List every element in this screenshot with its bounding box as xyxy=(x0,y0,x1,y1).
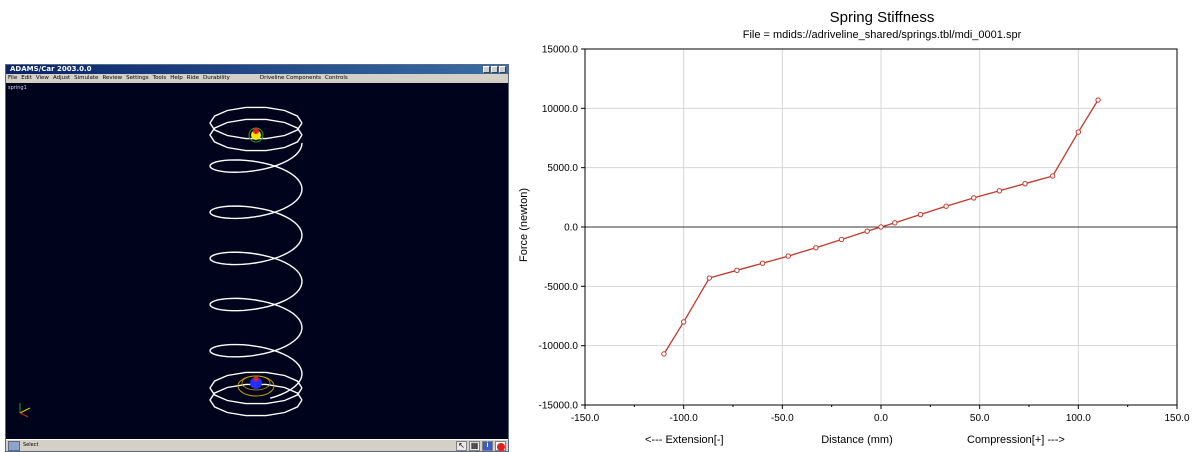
x-tick-label: -150.0 xyxy=(571,413,600,424)
status-toolbar: ↖ ▦ i xyxy=(456,441,506,451)
data-point xyxy=(1095,97,1101,103)
data-point xyxy=(864,228,870,234)
data-point xyxy=(734,267,740,274)
chart-subtitle: File = mdids://adriveline_shared/springs… xyxy=(743,29,1022,41)
x-tick-label: 100.0 xyxy=(1066,413,1091,424)
data-point xyxy=(706,275,713,281)
menu-view[interactable]: View xyxy=(35,75,49,81)
close-button[interactable] xyxy=(499,66,506,73)
data-point xyxy=(1049,173,1056,179)
spring-model xyxy=(19,106,303,418)
menu-file[interactable]: File xyxy=(8,75,18,81)
data-point xyxy=(785,253,791,259)
x-tick-label: 50.0 xyxy=(970,413,990,424)
y-tick-label: -15000.0 xyxy=(539,401,579,412)
data-point xyxy=(680,319,687,325)
bottom-spring-seat xyxy=(237,375,275,397)
data-point xyxy=(759,260,766,266)
3d-viewport[interactable]: spring1 xyxy=(6,83,508,439)
menu-review[interactable]: Review xyxy=(102,75,123,81)
menu-controls[interactable]: Controls xyxy=(324,75,348,81)
data-point xyxy=(892,220,898,226)
data-point xyxy=(917,211,924,218)
data-point xyxy=(878,224,884,230)
top-spring-seat xyxy=(248,127,264,143)
data-point xyxy=(661,351,667,357)
info-icon[interactable]: i xyxy=(482,441,493,451)
model-tree-icon[interactable]: ▦ xyxy=(469,441,480,451)
y-tick-label: 5000.0 xyxy=(547,163,578,174)
data-point xyxy=(1075,129,1082,135)
y-axis-ticks: -15000.0 -10000.0 -5000.0 0.0 5000.0 10000.0 1… xyxy=(539,45,585,412)
chart-title: Spring Stiffness xyxy=(830,9,935,26)
menu-edit[interactable]: Edit xyxy=(21,75,32,81)
menu-adjust[interactable]: Adjust xyxy=(52,75,71,81)
status-bar: Select ↖ ▦ i xyxy=(6,439,508,451)
select-mode-icon[interactable] xyxy=(8,441,20,451)
data-point xyxy=(813,245,819,251)
data-point xyxy=(1022,180,1028,187)
menu-driveline-components[interactable]: Driveline Components xyxy=(259,75,321,81)
data-point xyxy=(838,236,845,243)
menu-ride[interactable]: Ride xyxy=(186,75,199,81)
arrow-pointer-icon[interactable]: ↖ xyxy=(456,441,467,451)
data-point xyxy=(971,195,977,201)
adams-car-window: ADAMS/Car 2003.0.0 File Edit View Adjust… xyxy=(5,64,509,452)
spring-stiffness-chart: Spring Stiffness File = mdids://adriveli… xyxy=(518,9,1190,446)
y-tick-label: 10000.0 xyxy=(542,104,579,115)
stop-icon[interactable] xyxy=(495,441,506,451)
maximize-button[interactable] xyxy=(491,66,498,73)
menu-tools[interactable]: Tools xyxy=(152,75,167,81)
x-tick-label: -50.0 xyxy=(771,413,794,424)
window-controls xyxy=(483,66,506,73)
y-tick-label: 15000.0 xyxy=(542,45,579,56)
minimize-button[interactable] xyxy=(483,66,490,73)
x-tick-label: -100.0 xyxy=(669,413,698,424)
x-axis-label: Distance (mm) xyxy=(821,434,893,446)
status-text: Select xyxy=(23,442,39,448)
y-tick-label: 0.0 xyxy=(564,223,578,234)
window-title: ADAMS/Car 2003.0.0 xyxy=(10,65,92,73)
x-tick-label: 150.0 xyxy=(1164,413,1189,424)
y-tick-label: -10000.0 xyxy=(539,341,579,352)
x-tick-label: 0.0 xyxy=(874,413,888,424)
data-point xyxy=(943,203,949,209)
menu-settings[interactable]: Settings xyxy=(126,75,149,81)
data-points xyxy=(661,97,1101,357)
coordinate-triad-icon xyxy=(19,403,31,418)
menu-spacer xyxy=(234,74,256,83)
data-point xyxy=(996,188,1003,194)
x-axis-ticks: -150.0 -100.0 -50.0 0.0 50.0 100.0 150.0 xyxy=(571,405,1190,424)
x-axis-label-right: Compression[+] ---> xyxy=(967,434,1065,446)
menu-durability[interactable]: Durability xyxy=(202,75,230,81)
model-name-label: spring1 xyxy=(8,85,27,91)
y-tick-label: -5000.0 xyxy=(544,282,578,293)
window-titlebar: ADAMS/Car 2003.0.0 xyxy=(6,65,508,74)
menu-simulate[interactable]: Simulate xyxy=(74,75,99,81)
x-axis-label-left: <--- Extension[-] xyxy=(645,434,724,446)
menu-help[interactable]: Help xyxy=(170,75,183,81)
y-axis-label: Force (newton) xyxy=(518,188,530,262)
menu-bar: File Edit View Adjust Simulate Review Se… xyxy=(6,74,508,83)
